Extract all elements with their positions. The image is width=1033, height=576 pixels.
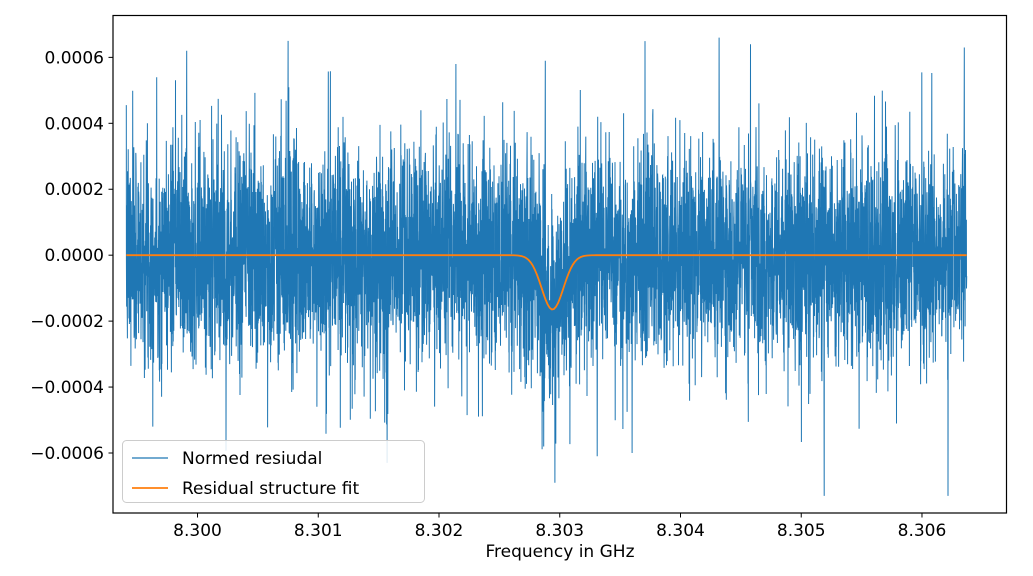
x-axis-label: Frequency in GHz xyxy=(485,542,634,562)
x-tick-label: 8.304 xyxy=(656,521,705,541)
y-tick-label: −0.0002 xyxy=(30,312,104,332)
x-tick-label: 8.305 xyxy=(777,521,826,541)
plot-generated: 8.300 8.301 8.302 8.303 8.304 8.305 8.306 0.000… xyxy=(30,14,1008,541)
x-tick-label: 8.300 xyxy=(173,521,222,541)
series-normed-residual xyxy=(125,37,968,496)
y-tick-label: 0.0002 xyxy=(45,180,104,200)
x-tick-label: 8.302 xyxy=(415,521,464,541)
plot-spines xyxy=(112,14,1008,514)
y-tick-label: 0.0000 xyxy=(45,246,104,266)
legend: Normed resiudal Residual structure fit xyxy=(122,440,425,503)
series-residual-structure-fit xyxy=(126,254,967,311)
legend-label-normed-residual: Normed resiudal xyxy=(182,449,322,469)
y-tick-label: 0.0004 xyxy=(45,114,104,134)
legend-label-residual-fit: Residual structure fit xyxy=(182,479,359,499)
x-tick-label: 8.301 xyxy=(294,521,343,541)
y-tick-label: 0.0006 xyxy=(45,48,104,68)
y-tick-label: −0.0004 xyxy=(30,378,104,398)
legend-box xyxy=(122,440,425,503)
x-tick-label: 8.303 xyxy=(535,521,584,541)
x-tick-label: 8.306 xyxy=(898,521,947,541)
y-tick-label: −0.0006 xyxy=(30,444,104,464)
